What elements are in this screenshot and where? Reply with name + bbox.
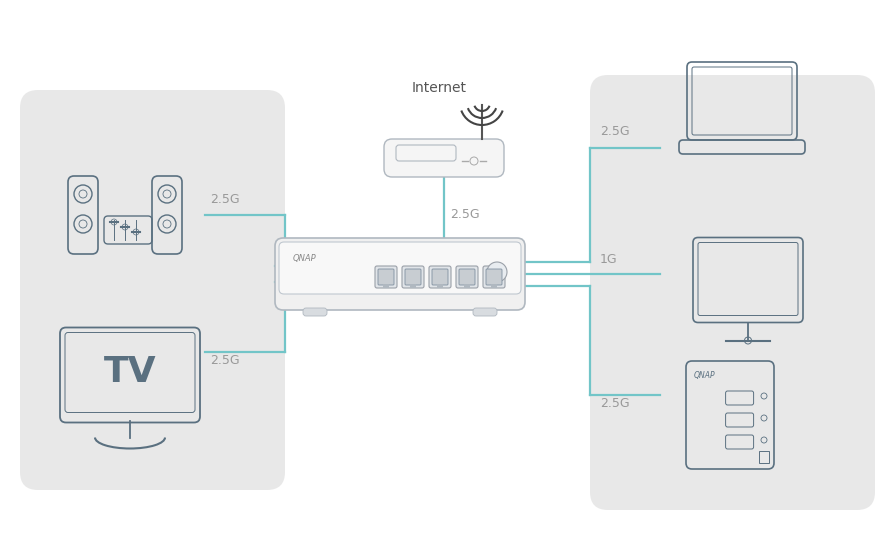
- FancyBboxPatch shape: [405, 269, 421, 285]
- FancyBboxPatch shape: [459, 269, 475, 285]
- FancyBboxPatch shape: [375, 266, 397, 288]
- Text: QNAP: QNAP: [694, 371, 716, 380]
- FancyBboxPatch shape: [429, 266, 451, 288]
- FancyBboxPatch shape: [473, 308, 497, 316]
- FancyBboxPatch shape: [384, 139, 504, 177]
- Text: 2.5G: 2.5G: [210, 354, 240, 367]
- Bar: [759, 451, 769, 463]
- FancyBboxPatch shape: [483, 266, 505, 288]
- Bar: [410, 284, 416, 288]
- FancyBboxPatch shape: [402, 266, 424, 288]
- Text: QNAP: QNAP: [293, 254, 316, 263]
- FancyBboxPatch shape: [456, 266, 478, 288]
- Text: 2.5G: 2.5G: [210, 193, 240, 206]
- FancyBboxPatch shape: [279, 242, 521, 294]
- Bar: [491, 284, 497, 288]
- Text: 2.5G: 2.5G: [450, 208, 480, 222]
- FancyBboxPatch shape: [20, 90, 285, 490]
- FancyBboxPatch shape: [590, 75, 875, 510]
- FancyBboxPatch shape: [486, 269, 502, 285]
- Circle shape: [487, 262, 507, 282]
- FancyBboxPatch shape: [303, 308, 327, 316]
- FancyBboxPatch shape: [275, 238, 525, 310]
- Text: 2.5G: 2.5G: [600, 125, 629, 138]
- FancyBboxPatch shape: [432, 269, 448, 285]
- Bar: [464, 284, 470, 288]
- Text: TV: TV: [104, 355, 156, 389]
- Bar: [437, 284, 443, 288]
- FancyBboxPatch shape: [378, 269, 394, 285]
- Text: 1G: 1G: [600, 253, 618, 266]
- Text: 2.5G: 2.5G: [600, 397, 629, 410]
- Bar: [383, 284, 389, 288]
- Text: Internet: Internet: [412, 81, 467, 95]
